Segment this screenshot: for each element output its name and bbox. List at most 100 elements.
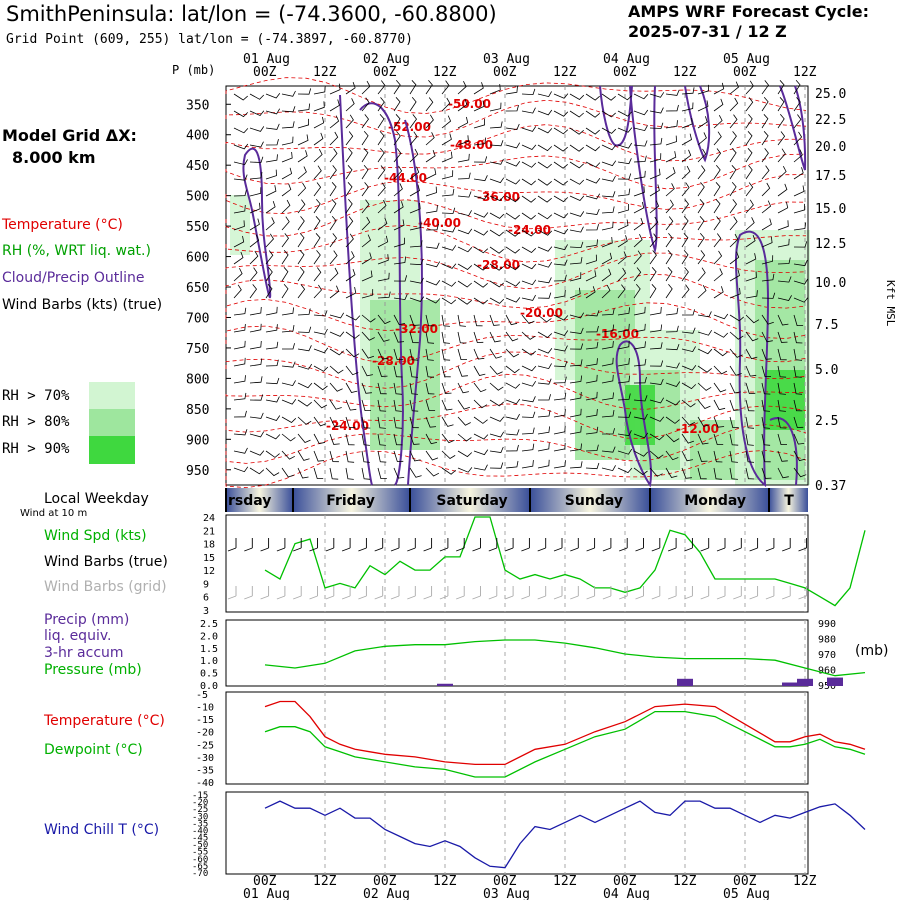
wind-barb-412 [489,280,504,288]
wind-barb-510 [329,331,345,337]
weekday-label-5: T [784,493,794,509]
wind-barb-98 [649,122,664,129]
wind-barb-578 [265,359,279,367]
temperature-label-3: -44.00 [384,171,427,185]
rh-shade-11 [230,195,250,255]
wind-barb-648 [233,392,247,401]
wind-barb-441 [377,291,391,299]
wind-barb-309 [569,226,584,233]
wind-barb-114 [329,131,339,146]
wind-barb-437 [313,284,322,299]
wind-barb-24 [617,93,633,101]
wind-barb-127 [537,144,553,152]
wind-barb-132 [617,142,633,149]
chill-tick--30: -30 [192,812,208,822]
wind-barb-415 [537,277,552,284]
height-tick-8: 5.0 [815,363,838,378]
wind-barb-801 [377,467,387,479]
wind-barb-604 [681,365,697,371]
weekday-segment-2 [410,488,530,512]
wind-barb-1 [249,93,265,100]
wind-barb-814 [585,462,600,470]
wind-barb-667 [538,394,551,401]
wind-barb-451 [537,292,552,299]
wind-barb-39 [281,106,296,113]
wind-barb-795 [281,467,295,478]
wind-barb-184 [297,166,307,180]
wind-barb-313 [633,217,644,231]
temp-tick--35: -35 [196,765,214,776]
wind-barb-394 [777,257,791,265]
wind-barb-685 [249,412,264,419]
wind-barb-520 [489,331,501,343]
wind-barb-344 [553,244,568,251]
wind-barb-566 [649,342,663,350]
wind-barb-308 [553,228,569,235]
wind-tick-24: 24 [203,513,215,524]
legend-rh70-swatch [89,382,135,409]
wind-barb-563 [601,341,614,350]
cloud-outline-10 [684,85,711,163]
wind-barb-126 [521,144,537,150]
wind-barb-370 [393,256,407,265]
sfc-barb-grid-24 [619,586,628,600]
wind-barb-538 [777,331,788,343]
top-date-label-2: 03 Aug [483,52,530,67]
wind-barb-316 [681,216,689,231]
wind-barb-121 [441,133,452,146]
sfc-barb-grid-34 [782,586,791,600]
wind-barb-770 [457,450,473,458]
wind-barb-528 [617,323,630,333]
sfc-barb-true-13 [439,538,449,552]
wind-barb-236 [553,195,569,203]
wind-barb-446 [457,297,472,305]
wind-barb-561 [569,343,584,350]
wind-barb-727 [345,433,355,446]
wind-barb-802 [393,467,405,479]
wind-barb-53 [505,104,519,112]
wind-barb-642 [713,382,727,393]
wind-barb-750 [713,433,724,445]
legend-pressure: Pressure (mb) [44,662,142,678]
wind-barb-655 [345,399,357,411]
top-date-label-3: 04 Aug [603,52,650,67]
wind-barb-673 [633,395,648,402]
wind-panel-frame [225,514,809,613]
wind-barb-805 [441,467,456,475]
wind-barb-448 [489,297,505,304]
wind-barb-574 [777,348,787,361]
wind-barb-475 [345,314,361,321]
wind-barb-504 [233,324,246,333]
wind-barb-782 [649,450,664,459]
weekday-segment-3 [530,488,650,512]
wind-barb-385 [633,250,642,265]
wind-barb-179 [793,149,803,163]
wind-barb-556 [489,348,502,359]
forecast-cycle-label: AMPS WRF Forecast Cycle: [628,2,870,21]
wind-barb-224 [361,182,369,197]
wind-barb-671 [601,392,614,401]
wind-barb-567 [665,343,680,351]
wind-barb-278 [649,200,660,214]
sfc-barb-true-19 [537,538,547,552]
wind-barb-322 [777,220,789,231]
precip-bar-4 [827,677,843,686]
wind-barb-84 [425,114,434,129]
legend-rh90-swatch [89,436,135,464]
wind-tick-6: 6 [203,593,209,604]
wind-barb-46 [393,97,401,112]
wind-barb-384 [617,251,627,265]
weekday-label-1: Friday [326,493,375,509]
wind-barb-355 [729,233,739,248]
wind-barb-66 [713,98,724,112]
wind-barb-165 [569,161,584,169]
wind-barb-439 [345,287,357,299]
wind-barb-271 [537,212,553,220]
wind-barb-61 [633,109,649,116]
wind-barb-223 [345,182,353,197]
legend-precip: Precip (mm) [44,612,130,628]
dewpoint-line [264,710,866,778]
wind-barb-141 [761,131,769,146]
wind-barb-417 [569,272,582,282]
pressure-sfc-tick-950: 950 [818,681,836,692]
